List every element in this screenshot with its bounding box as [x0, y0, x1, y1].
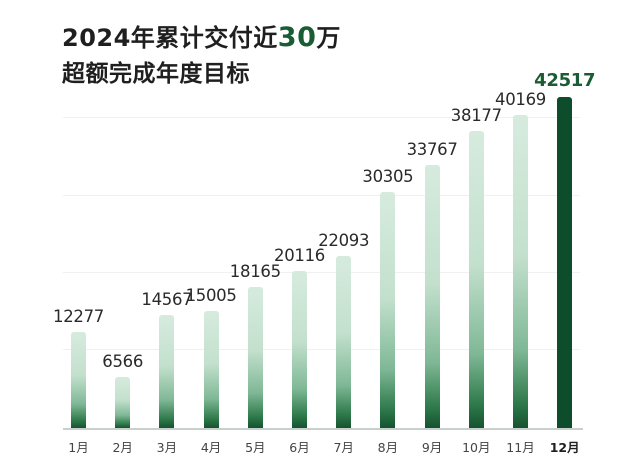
title-line-2: 超额完成年度目标 [62, 61, 250, 87]
bar-value-label: 6566 [102, 351, 144, 371]
bar [203, 311, 219, 428]
title-line-1: 2024年累计交付近30万 [62, 18, 341, 53]
bar [247, 286, 263, 428]
bar-value-label: 15005 [185, 286, 237, 306]
bar [115, 376, 131, 428]
bar-value-label: 18165 [229, 261, 281, 281]
gridline [63, 349, 580, 350]
bar-value-label: 42517 [534, 70, 596, 91]
bar [159, 314, 175, 428]
x-axis-tick-label: 12月 [549, 440, 580, 455]
x-axis-tick-label: 7月 [333, 440, 354, 455]
bar [71, 332, 86, 428]
x-axis-tick-label: 11月 [506, 440, 535, 455]
x-axis-tick-label: 5月 [245, 440, 266, 455]
bar [513, 115, 528, 428]
x-axis-tick-label: 6月 [289, 440, 310, 455]
x-axis-tick-label: 8月 [377, 440, 399, 455]
gridline [63, 117, 580, 118]
x-axis-tick-label: 9月 [421, 440, 443, 455]
bar-value-label: 14567 [141, 289, 193, 309]
title-highlight-number: 30 [277, 22, 317, 53]
bar-value-label: 20116 [274, 246, 325, 266]
bar-value-label: 12277 [53, 307, 104, 327]
bar-value-label: 22093 [318, 231, 370, 250]
bar-value-label: 38177 [450, 105, 502, 125]
bar [380, 192, 396, 428]
bar-value-label: 40169 [495, 90, 546, 110]
x-axis-tick-label: 3月 [156, 440, 178, 455]
x-axis-line [63, 428, 583, 430]
x-axis-tick-label: 1月 [68, 440, 89, 455]
bar-value-label: 33767 [406, 140, 458, 160]
bar [557, 97, 573, 428]
gridline [63, 195, 580, 196]
x-axis-tick-label: 10月 [462, 440, 491, 455]
bar [424, 165, 440, 428]
bar [336, 256, 352, 428]
bar-value-label: 30305 [362, 167, 414, 187]
bar [468, 130, 484, 428]
x-axis-tick-label: 2月 [112, 440, 133, 455]
title-prefix: 2024年累计交付近 [62, 24, 278, 52]
title-suffix: 万 [316, 24, 341, 52]
gridline [63, 272, 580, 273]
bar [292, 271, 307, 428]
x-axis-tick-label: 4月 [200, 440, 222, 455]
